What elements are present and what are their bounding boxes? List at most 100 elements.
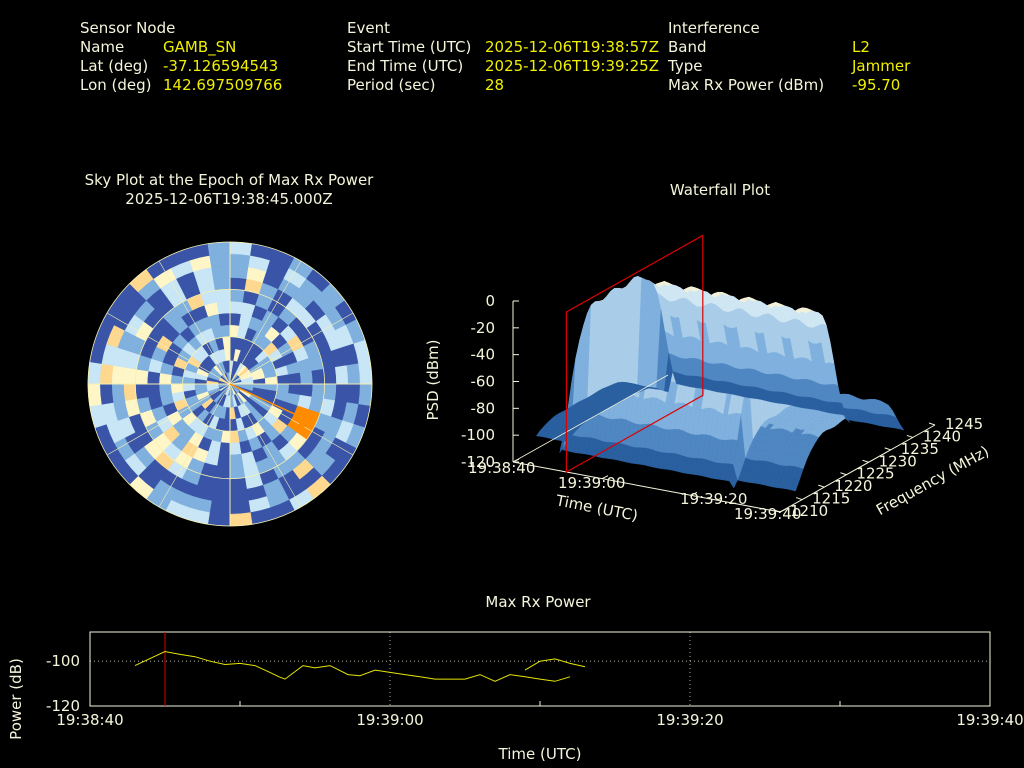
event-heading: Event <box>347 19 390 37</box>
waterfall-epoch-plane-outline <box>565 234 704 474</box>
skyplot-azimuth-spoke <box>229 383 354 456</box>
skyplot-cell <box>229 265 249 280</box>
skyplot-cell <box>311 383 325 400</box>
sensor-name-value: GAMB_SN <box>163 38 237 56</box>
waterfall-frequency-tick <box>884 447 891 451</box>
event-period-value: 28 <box>485 76 505 94</box>
skyplot-cell <box>146 370 161 385</box>
waterfall-z-tick-label: -80 <box>471 399 496 417</box>
skyplot-cell <box>229 430 240 444</box>
waterfall-frequency-tick <box>906 434 914 438</box>
waterfall-frequency-tick <box>795 497 803 501</box>
skyplot-cell <box>207 241 231 256</box>
waterfall-z-tick-label: -100 <box>461 426 495 444</box>
skyplot-cell <box>229 300 244 315</box>
waterfall-frequency-tick-label: 1230 <box>879 452 917 470</box>
sensor-node-heading: Sensor Node <box>80 19 176 37</box>
power-y-axis-label: Power (dB) <box>7 658 25 740</box>
power-y-tick-label: -120 <box>46 697 80 715</box>
skyplot-cell <box>229 241 253 256</box>
skyplot-cell <box>229 500 251 515</box>
skyplot-cell <box>146 383 161 398</box>
waterfall-mesh-cell <box>672 371 682 385</box>
interference-band-value: L2 <box>852 38 870 56</box>
skyplot-cell <box>211 265 231 280</box>
power-plot-frame <box>89 631 991 707</box>
skyplot-cell <box>276 374 290 385</box>
skyplot-cell <box>334 383 349 403</box>
skyplot-title: Sky Plot at the Epoch of Max Rx Power <box>84 171 374 189</box>
waterfall-frequency-tick <box>773 509 781 513</box>
waterfall-time-tick-label: 19:39:40 <box>734 505 801 523</box>
waterfall-time-tick <box>601 475 609 480</box>
sensor-lon-value: 142.697509766 <box>163 76 283 94</box>
skyplot-cell <box>111 383 126 403</box>
skyplot-cell <box>229 277 247 291</box>
skyplot-cell <box>170 383 184 394</box>
skyplot-cell <box>87 361 102 385</box>
skyplot-cell <box>346 383 361 405</box>
skyplot-azimuth-spoke <box>158 260 231 385</box>
skyplot-azimuth-spoke <box>229 383 302 508</box>
skyplot-cell <box>111 365 126 385</box>
skyplot-cell <box>207 512 231 527</box>
skyplot-azimuth-spoke <box>229 312 354 385</box>
skyplot-cell <box>229 453 244 468</box>
skyplot-cell <box>209 500 231 515</box>
interference-type-value: Jammer <box>852 57 911 75</box>
skyplot-cell <box>99 363 114 385</box>
waterfall-z-axis-label: PSD (dBm) <box>424 339 442 420</box>
waterfall-frequency-tick-label: 1240 <box>923 427 961 445</box>
waterfall-frequency-tick-label: 1215 <box>812 490 850 508</box>
power-y-tick-label: -100 <box>46 652 80 670</box>
skyplot-cell <box>358 361 373 385</box>
waterfall-frequency-tick <box>928 422 936 426</box>
skyplot-cell <box>229 477 247 491</box>
waterfall-surface <box>535 276 905 492</box>
waterfall-z-tick-label: 0 <box>485 292 495 310</box>
power-x-tick-label: 19:39:40 <box>956 711 1023 729</box>
waterfall-epoch-plane <box>565 234 704 474</box>
event-period-label: Period (sec) <box>347 76 436 94</box>
waterfall-time-axis <box>512 461 781 513</box>
interference-power-label: Max Rx Power (dBm) <box>668 76 825 94</box>
power-x-tick-label: 19:39:20 <box>656 711 723 729</box>
skyplot-cell <box>346 363 361 385</box>
skyplot-cell <box>311 368 325 385</box>
skyplot-cell <box>216 300 231 315</box>
skyplot-cell <box>214 465 231 479</box>
event-end-label: End Time (UTC) <box>347 57 464 75</box>
power-chart-title: Max Rx Power <box>485 593 591 611</box>
power-series-line <box>134 650 571 682</box>
skyplot-cell <box>135 383 149 400</box>
interference-band-label: Band <box>668 38 707 56</box>
sensor-lat-value: -37.126594543 <box>163 57 279 75</box>
waterfall-time-tick-label: 19:39:20 <box>680 490 747 508</box>
skyplot-cell <box>158 383 172 396</box>
skyplot-azimuth-spoke <box>229 260 302 385</box>
skyplot-cell <box>229 465 246 479</box>
power-series-line <box>524 658 586 671</box>
skyplot-cell <box>299 370 314 385</box>
skyplot-cell <box>213 477 231 491</box>
skyplot-cell <box>216 453 231 468</box>
skyplot-cells <box>87 241 373 527</box>
waterfall-frequency-tick <box>818 484 825 488</box>
waterfall-frequency-tick-label: 1220 <box>834 477 872 495</box>
waterfall-z-tick-label: -120 <box>461 453 495 471</box>
waterfall-z-tick-label: -40 <box>471 346 496 364</box>
skyplot-azimuth-spoke <box>158 383 231 508</box>
power-x-tick-label: 19:39:00 <box>356 711 423 729</box>
skyplot-peak-ray <box>229 383 303 419</box>
waterfall-back-axis <box>512 374 669 463</box>
waterfall-frequency-axis <box>779 424 936 513</box>
skyplot-cell <box>135 368 149 385</box>
interference-type-label: Type <box>668 57 703 75</box>
event-end-value: 2025-12-06T19:39:25Z <box>485 57 659 75</box>
waterfall-frequency-tick-label: 1210 <box>790 502 828 520</box>
skyplot-cell <box>229 442 242 456</box>
waterfall-time-tick-label: 19:38:40 <box>468 459 535 477</box>
sensor-lon-label: Lon (deg) <box>80 76 152 94</box>
skyplot-cell <box>218 312 231 326</box>
skyplot-azimuth-spoke <box>106 383 231 456</box>
